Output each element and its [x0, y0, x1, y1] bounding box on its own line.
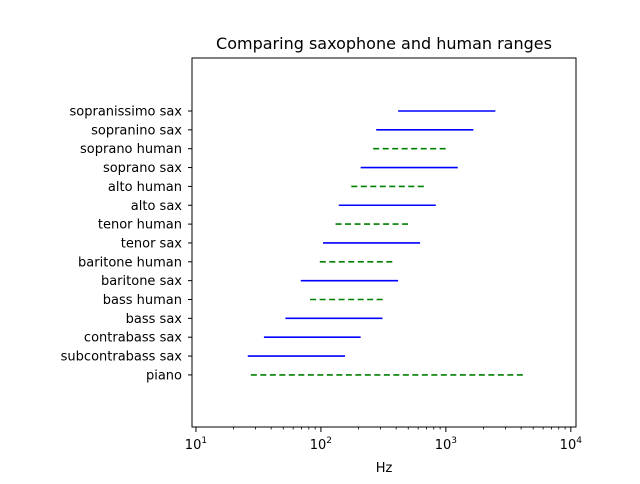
y-tick-label: bass sax: [126, 312, 183, 327]
y-tick-label: alto sax: [131, 199, 183, 214]
x-tick-label: 102: [310, 436, 332, 453]
y-tick-label: sopranissimo sax: [70, 105, 183, 120]
ranges-layer: [247, 110, 524, 376]
y-tick-label: subcontrabass sax: [61, 350, 183, 365]
x-tick-label: 104: [560, 436, 583, 453]
y-tick-label: baritone human: [78, 255, 182, 270]
y-tick-label: soprano sax: [103, 161, 182, 176]
x-tick-label: 103: [435, 436, 457, 453]
x-tick-label: 101: [185, 436, 207, 453]
y-tick-label: baritone sax: [101, 274, 182, 289]
y-tick-label: piano: [146, 368, 182, 383]
chart-title: Comparing saxophone and human ranges: [216, 34, 552, 53]
y-tick-label: tenor human: [98, 218, 182, 233]
y-tick-label: soprano human: [80, 142, 182, 157]
y-tick-label: tenor sax: [121, 236, 183, 251]
y-tick-label: contrabass sax: [84, 331, 182, 346]
y-tick-label: alto human: [108, 180, 182, 195]
y-tick-label: bass human: [103, 293, 182, 308]
y-tick-labels: sopranissimo sax sopranino sax soprano hum…: [61, 105, 192, 383]
x-axis-label: Hz: [376, 461, 393, 476]
y-tick-label: sopranino sax: [91, 123, 182, 138]
x-axis-ticks: 101 102 103 104: [185, 427, 582, 453]
